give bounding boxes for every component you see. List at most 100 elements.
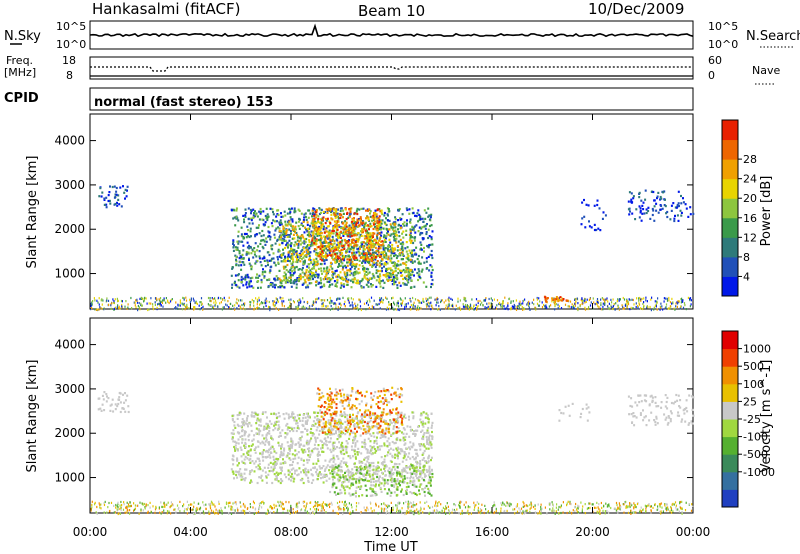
heatmap-cell [352, 264, 355, 267]
heatmap-cell [299, 278, 302, 281]
heatmap-cell [514, 512, 516, 515]
heatmap-cell [331, 253, 334, 256]
heatmap-cell [237, 219, 240, 222]
heatmap-cell [282, 252, 285, 255]
heatmap-cell [335, 248, 338, 251]
heatmap-cell [640, 199, 643, 202]
heatmap-cell [677, 508, 679, 511]
heatmap-cell [343, 278, 346, 281]
heatmap-cell [261, 239, 264, 242]
heatmap-cell [240, 278, 243, 281]
heatmap-cell [260, 239, 263, 242]
heatmap-cell [290, 218, 293, 221]
heatmap-cell [448, 304, 450, 307]
heatmap-cell [408, 277, 411, 280]
heatmap-cell [275, 307, 277, 310]
heatmap-cell [380, 507, 382, 510]
heatmap-cell [654, 304, 656, 307]
heatmap-cell [454, 504, 457, 507]
heatmap-cell [236, 507, 238, 510]
heatmap-cell [278, 504, 280, 507]
heatmap-cell [376, 253, 379, 256]
heatmap-cell [393, 237, 396, 241]
heatmap-cell [383, 435, 386, 438]
heatmap-cell [325, 256, 328, 259]
heatmap-cell [134, 507, 136, 510]
heatmap-cell [410, 304, 412, 307]
heatmap-cell [347, 216, 350, 219]
heatmap-cell [334, 253, 337, 256]
heatmap-cell [420, 443, 422, 446]
heatmap-cell [276, 299, 279, 302]
heatmap-cell [145, 503, 147, 506]
heatmap-cell [406, 279, 409, 282]
heatmap-cell [286, 212, 289, 215]
heatmap-cell [286, 235, 289, 238]
heatmap-cell [530, 502, 532, 505]
heatmap-cell [326, 254, 329, 257]
heatmap-cell [681, 512, 683, 515]
heatmap-cell [353, 212, 356, 215]
heatmap-cell [280, 236, 282, 239]
heatmap-cell [323, 284, 326, 288]
heatmap-cell [400, 242, 403, 245]
heatmap-cell [361, 229, 364, 232]
heatmap-cell [600, 304, 602, 307]
heatmap-cell [428, 269, 431, 272]
heatmap-cell [534, 504, 536, 507]
heatmap-cell [348, 255, 350, 258]
heatmap-cell [259, 261, 262, 264]
heatmap-cell [115, 503, 117, 507]
heatmap-cell [608, 505, 610, 508]
heatmap-cell [642, 201, 645, 204]
heatmap-cell [361, 243, 364, 246]
heatmap-cell [287, 259, 289, 262]
heatmap-cell [418, 300, 420, 303]
heatmap-cell [251, 222, 254, 225]
heatmap-cell [419, 233, 422, 236]
heatmap-cell [338, 262, 340, 266]
heatmap-cell [186, 303, 188, 306]
heatmap-cell [649, 217, 652, 220]
heatmap-cell [355, 237, 358, 240]
heatmap-cell [110, 307, 112, 310]
heatmap-cell [343, 227, 346, 230]
heatmap-cell [140, 302, 142, 305]
heatmap-cell [119, 512, 121, 515]
heatmap-cell [324, 245, 327, 248]
heatmap-cell [365, 209, 367, 212]
heatmap-cell [313, 261, 316, 264]
heatmap-cell [359, 216, 362, 219]
heatmap-cell [127, 303, 129, 306]
heatmap-cell [432, 509, 434, 512]
heatmap-cell [602, 509, 604, 512]
heatmap-cell [165, 297, 167, 300]
heatmap-cell [296, 422, 299, 425]
heatmap-cell [114, 193, 117, 196]
heatmap-cell [337, 308, 339, 311]
heatmap-cell [418, 301, 420, 304]
heatmap-cell [365, 270, 368, 273]
heatmap-cell [428, 214, 431, 217]
heatmap-cell [519, 511, 522, 514]
heatmap-cell [318, 212, 321, 216]
heatmap-cell [338, 504, 340, 508]
heatmap-cell [462, 303, 464, 306]
heatmap-cell [300, 212, 303, 215]
heatmap-cell [290, 262, 293, 265]
heatmap-cell [522, 500, 524, 504]
heatmap-cell [427, 301, 429, 304]
heatmap-cell [493, 501, 495, 504]
heatmap-cell [629, 298, 631, 302]
heatmap-cell [481, 301, 483, 304]
heatmap-cell [487, 510, 489, 513]
heatmap-cell [285, 277, 288, 280]
heatmap-cell [110, 501, 113, 504]
heatmap-cell [659, 195, 662, 199]
heatmap-cell [291, 477, 294, 480]
heatmap-cell [317, 504, 319, 507]
heatmap-cell [489, 305, 491, 308]
heatmap-cell [397, 501, 399, 505]
heatmap-cell [367, 260, 370, 263]
heatmap-cell [102, 307, 104, 311]
